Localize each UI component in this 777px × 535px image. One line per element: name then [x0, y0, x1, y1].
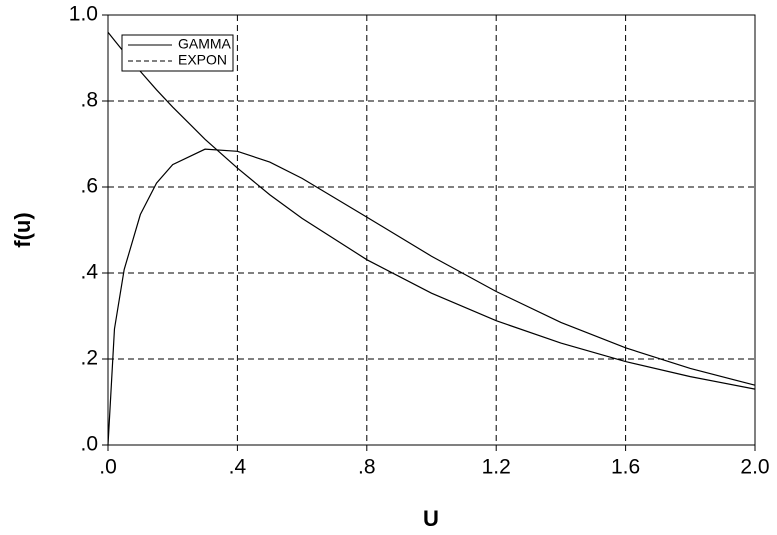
- y-tick-label: .0: [80, 433, 98, 456]
- x-tick-label: 1.6: [611, 456, 640, 479]
- x-tick-label: .8: [358, 456, 376, 479]
- y-axis-label: f(u): [10, 212, 35, 247]
- x-tick-label: .4: [229, 456, 247, 479]
- x-tick-label: 1.2: [482, 456, 511, 479]
- series-line: [107, 31, 756, 390]
- x-tick-label: .0: [99, 456, 117, 479]
- y-tick-label: 1.0: [69, 3, 98, 26]
- legend-label: GAMMA: [178, 36, 232, 52]
- y-tick-label: .6: [80, 175, 98, 198]
- x-axis-label: U: [423, 506, 439, 531]
- legend-box: [121, 34, 234, 72]
- y-tick-label: .4: [80, 261, 98, 284]
- legend-label: EXPON: [178, 52, 227, 68]
- y-tick-label: .8: [80, 89, 98, 112]
- y-tick-label: .2: [80, 347, 98, 370]
- x-tick-label: 2.0: [740, 456, 769, 479]
- plot-frame: [107, 14, 756, 446]
- series-line: [107, 148, 756, 446]
